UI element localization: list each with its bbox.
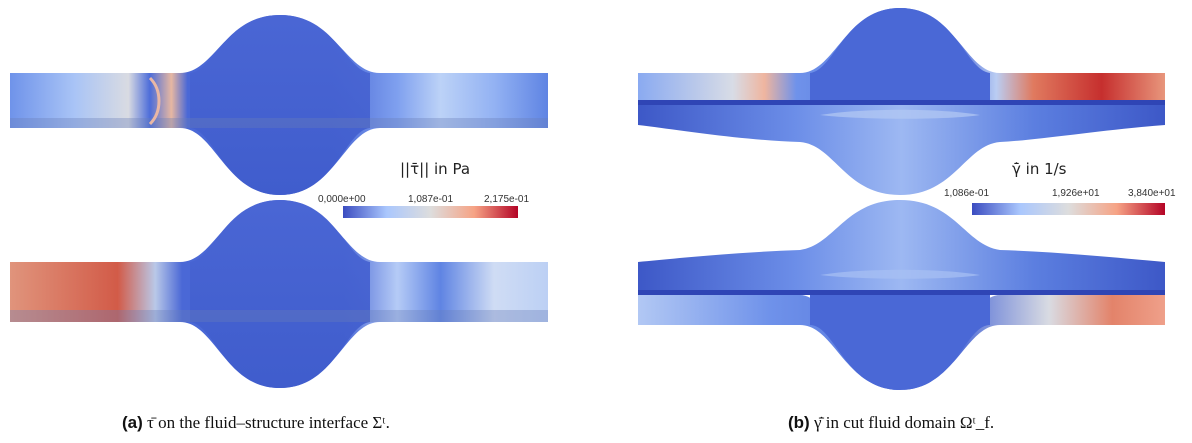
colorbar-tick-max: 3,840e+01: [1128, 188, 1176, 199]
colorbar-title: γ̄̇ in 1/s: [1012, 160, 1067, 178]
colorbar: [972, 203, 1165, 215]
colorbar: [343, 206, 518, 218]
caption-b: (b) γ̄̇ in cut fluid domain Ωᵗ_f.: [788, 413, 994, 433]
caption-a: (a) τ̄ on the fluid–structure interface …: [122, 413, 390, 433]
colorbar-tick-mid: 1,926e+01: [1052, 188, 1100, 199]
bottom-cut-domain: [638, 200, 1165, 390]
top-vessel-surface: [10, 15, 548, 195]
caption-text: τ̄ on the fluid–structure interface Σᵗ.: [147, 413, 390, 432]
colorbar-tick-min: 0,000e+00: [318, 194, 366, 205]
panel-b: γ̄̇ in 1/s 1,086e-01 1,926e+01 3,840e+01…: [620, 0, 1192, 443]
wall-shear-stress-visualization: [10, 15, 548, 388]
colorbar-tick-max: 2,175e-01: [484, 194, 530, 205]
colorbar-title: ||τ̄|| in Pa: [400, 160, 471, 178]
colorbar-tick-min: 1,086e-01: [944, 188, 990, 199]
bottom-vessel-surface: [10, 200, 548, 388]
top-cut-domain: [638, 8, 1165, 195]
shear-rate-visualization: [638, 8, 1165, 390]
colorbar-tick-mid: 1,087e-01: [408, 194, 454, 205]
caption-text: γ̄̇ in cut fluid domain Ωᵗ_f.: [813, 413, 995, 432]
caption-tag: (b): [788, 413, 810, 432]
caption-tag: (a): [122, 413, 143, 432]
panel-a: ||τ̄|| in Pa 0,000e+00 1,087e-01 2,175e-…: [0, 0, 580, 443]
